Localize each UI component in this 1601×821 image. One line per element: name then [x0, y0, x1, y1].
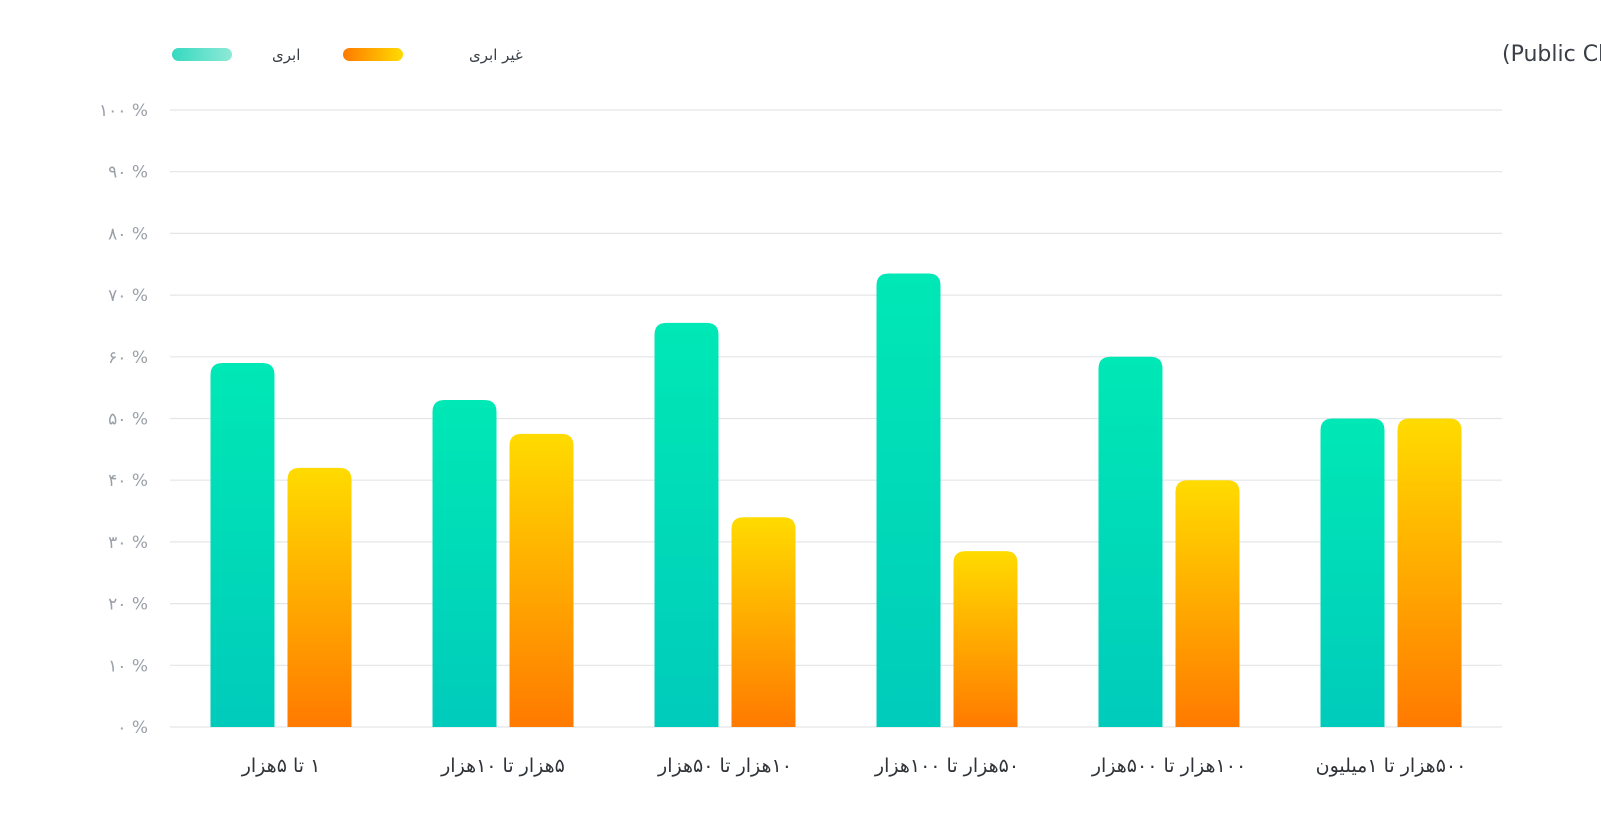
bar-non-cloud	[1397, 418, 1462, 727]
legend: ابری غیر ابری	[172, 46, 523, 64]
legend-swatch-cloud	[172, 48, 232, 61]
y-tick-label: ۱۰ %	[108, 656, 148, 676]
x-category-label: ۱۰۰هزار تا ۵۰۰هزار	[1091, 755, 1246, 777]
y-tick-label: ۴۰ %	[108, 471, 148, 491]
bar-non-cloud	[1175, 480, 1240, 727]
x-category-label: ۱۰هزار تا ۵۰هزار	[657, 755, 792, 777]
legend-label-non-cloud: غیر ابری	[469, 46, 523, 64]
x-category-label: ۵۰۰هزار تا ۱میلیون	[1316, 755, 1467, 777]
y-tick-label: ۹۰ %	[108, 163, 148, 183]
bar-cloud	[1098, 356, 1163, 727]
x-category-label: ۱ تا ۵هزار	[241, 755, 321, 777]
bar-cloud	[654, 322, 719, 727]
y-tick-label: ۰ %	[117, 718, 148, 738]
bar-cloud	[876, 273, 941, 727]
bars	[210, 273, 1462, 727]
y-tick-label: ۳۰ %	[108, 533, 148, 553]
x-category-label: ۵هزار تا ۱۰هزار	[440, 755, 565, 777]
x-axis-labels: ۱ تا ۵هزار ۵هزار تا ۱۰هزار ۱۰هزار تا ۵۰هزا…	[241, 755, 1467, 777]
x-category-label: ۵۰هزار تا ۱۰۰هزار	[874, 755, 1019, 777]
bar-non-cloud	[731, 517, 796, 727]
y-tick-label: ۶۰ %	[108, 348, 148, 368]
y-tick-label: ۲۰ %	[108, 595, 148, 615]
chart-title: استفاده‌ی وب‌سایت‌های ایرانی با رتبه‌ی ج…	[1502, 42, 1601, 67]
bar-non-cloud	[953, 551, 1018, 727]
grid-lines	[170, 109, 1502, 728]
legend-label-cloud: ابری	[272, 46, 300, 64]
bar-non-cloud	[287, 467, 352, 727]
legend-swatch-non-cloud	[343, 48, 403, 61]
bar-cloud	[432, 399, 497, 727]
y-tick-label: ۷۰ %	[108, 286, 148, 306]
bar-cloud	[1320, 418, 1385, 727]
y-tick-label: ۵۰ %	[108, 410, 148, 430]
bar-cloud	[210, 362, 275, 727]
y-tick-label: ۱۰۰ %	[99, 101, 148, 121]
y-axis-ticks: ۰ % ۱۰ % ۲۰ % ۳۰ % ۴۰ % ۵۰ % ۶۰ % ۷۰ % ۸۰ % ۹۰ % ۱…	[99, 101, 148, 738]
y-tick-label: ۸۰ %	[108, 224, 148, 244]
bar-non-cloud	[509, 433, 574, 727]
